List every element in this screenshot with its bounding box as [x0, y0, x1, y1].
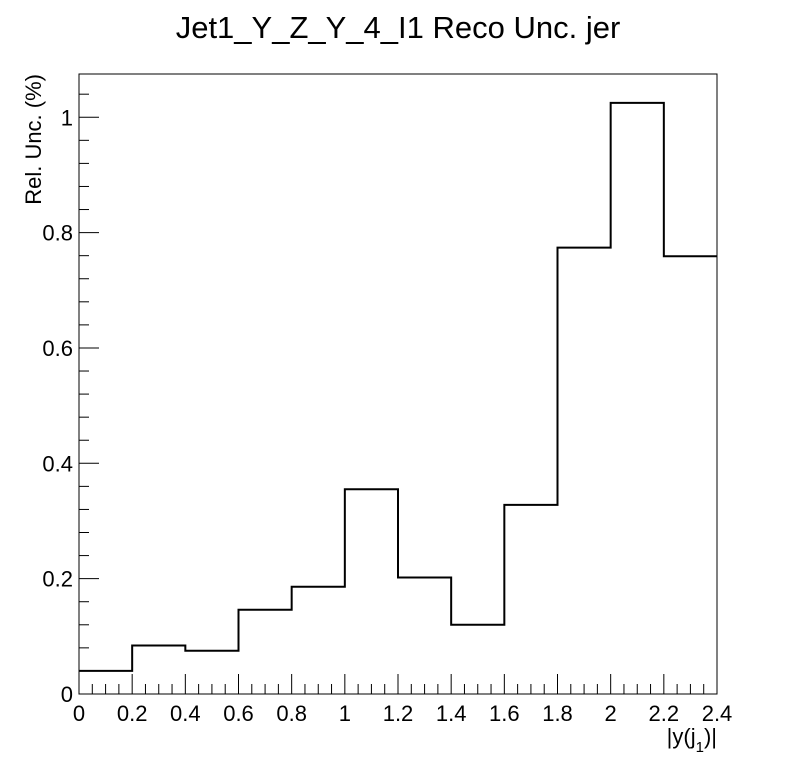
- x-tick-label: 0.4: [170, 701, 201, 726]
- x-tick-label: 1.6: [489, 701, 520, 726]
- x-axis-ticks: [78, 674, 718, 694]
- y-axis-label: Rel. Unc. (%): [21, 74, 46, 205]
- x-tick-label: 1.4: [436, 701, 467, 726]
- x-tick-label: 2: [605, 701, 617, 726]
- x-tick-label: 0: [73, 701, 85, 726]
- x-tick-label: 1.2: [383, 701, 414, 726]
- histogram-bin-4: [292, 587, 345, 694]
- y-tick-label: 0.2: [42, 567, 73, 592]
- histogram-bin-11: [664, 256, 717, 694]
- histogram-series-line: [79, 101, 717, 672]
- y-tick-label: 0.8: [42, 221, 73, 246]
- histogram-bin-3: [239, 610, 292, 694]
- y-axis-tick-labels: 0 0.2 0.4 0.6 0.8 1: [42, 105, 73, 707]
- x-tick-label: 1.8: [542, 701, 573, 726]
- plot-frame: [78, 73, 718, 695]
- x-axis-label-tail: )|: [704, 724, 717, 749]
- histogram-bin-7: [451, 625, 504, 694]
- histogram-bin-10: [611, 103, 664, 694]
- histogram-bin-9: [558, 248, 611, 694]
- y-axis-ticks: [79, 93, 99, 695]
- x-tick-label: 2.4: [702, 701, 733, 726]
- histogram-bin-5: [345, 489, 398, 694]
- histogram-bin-6: [398, 577, 451, 694]
- y-tick-label: 0.4: [42, 451, 73, 476]
- x-tick-label: 0.8: [276, 701, 307, 726]
- x-axis-label: |y(j1)|: [667, 724, 717, 756]
- x-tick-label: 0.2: [117, 701, 148, 726]
- y-tick-label: 0: [61, 682, 73, 707]
- histogram-bin-8: [504, 505, 557, 694]
- x-axis-label-main: |y(j: [667, 724, 696, 749]
- x-tick-label: 0.6: [223, 701, 254, 726]
- chart-title: Jet1_Y_Z_Y_4_I1 Reco Unc. jer: [176, 10, 621, 45]
- y-tick-label: 0.6: [42, 336, 73, 361]
- x-axis-tick-labels: 0 0.2 0.4 0.6 0.8 1 1.2 1.4 1.6 1.8 2 2.2 2.4: [73, 701, 732, 726]
- x-tick-label: 1: [339, 701, 351, 726]
- x-tick-label: 2.2: [649, 701, 680, 726]
- x-axis-label-subscript: 1: [696, 739, 704, 756]
- y-tick-label: 1: [61, 105, 73, 130]
- histogram-bins: [79, 103, 717, 694]
